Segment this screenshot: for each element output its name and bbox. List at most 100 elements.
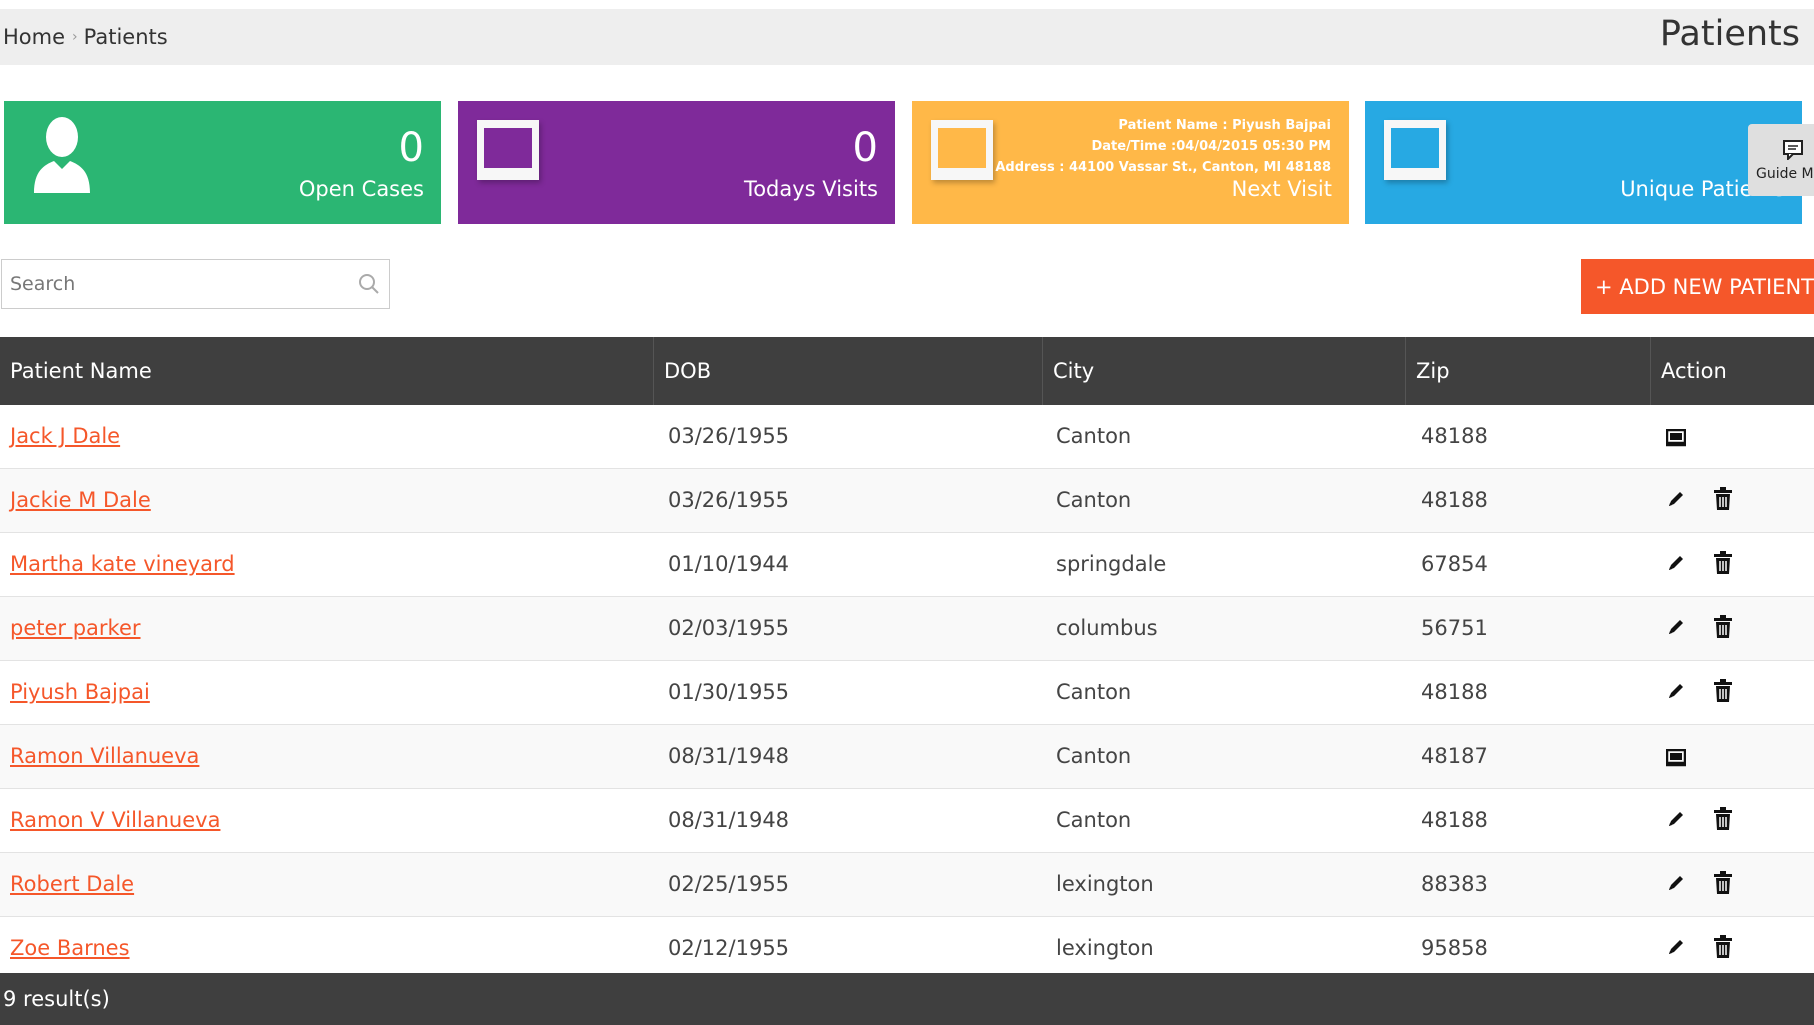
city-cell: Canton: [1056, 680, 1132, 704]
zip-cell: 48188: [1421, 424, 1488, 448]
column-header-action: Action: [1661, 359, 1727, 383]
dob-cell: 02/25/1955: [668, 872, 790, 896]
patient-name-link[interactable]: Jack J Dale: [10, 424, 121, 448]
pencil-icon[interactable]: [1666, 873, 1686, 898]
page-title: Patients: [1659, 14, 1800, 54]
pencil-icon[interactable]: [1666, 553, 1686, 578]
zip-cell: 67854: [1421, 552, 1488, 576]
table-row: peter parker 02/03/1955 columbus 56751: [0, 597, 1814, 661]
city-cell: Canton: [1056, 488, 1132, 512]
trash-icon[interactable]: [1712, 935, 1734, 964]
city-cell: Canton: [1056, 808, 1132, 832]
patient-name-link[interactable]: peter parker: [10, 616, 141, 640]
add-new-patient-button[interactable]: + ADD NEW PATIENT: [1581, 259, 1814, 314]
table-row: Jack J Dale 03/26/1955 Canton 48188: [0, 405, 1814, 469]
patient-name-link[interactable]: Ramon V Villanueva: [10, 808, 221, 832]
patient-name-cell: Zoe Barnes: [10, 917, 130, 980]
table-row: Ramon Villanueva 08/31/1948 Canton 48187: [0, 725, 1814, 789]
dob-cell: 01/10/1944: [668, 552, 790, 576]
user-icon: [34, 117, 90, 193]
column-header-zip[interactable]: Zip: [1406, 337, 1651, 405]
patient-name-link[interactable]: Ramon Villanueva: [10, 744, 200, 768]
next-visit-label: Next Visit: [1231, 177, 1332, 201]
city-cell: Canton: [1056, 744, 1132, 768]
trash-icon[interactable]: [1712, 551, 1734, 580]
search-box: [1, 259, 390, 309]
dob-cell: 02/12/1955: [668, 936, 790, 960]
zip-cell: 48188: [1421, 808, 1488, 832]
todays-visits-tile[interactable]: 0 Todays Visits: [458, 101, 895, 224]
patient-name-link[interactable]: Jackie M Dale: [10, 488, 151, 512]
city-cell: Canton: [1056, 424, 1132, 448]
table-header: Patient Name DOB City Zip Action: [0, 337, 1814, 405]
next-visit-datetime: Date/Time :04/04/2015 05:30 PM: [1091, 139, 1331, 154]
todays-visits-label: Todays Visits: [743, 177, 878, 201]
dob-cell: 08/31/1948: [668, 744, 790, 768]
patient-name-cell: peter parker: [10, 597, 141, 660]
open-cases-count: 0: [398, 125, 424, 171]
pencil-icon[interactable]: [1666, 617, 1686, 642]
zip-cell: 48188: [1421, 488, 1488, 512]
todays-visits-count: 0: [852, 125, 878, 171]
next-visit-address: Address : 44100 Vassar St., Canton, MI 4…: [995, 160, 1331, 175]
trash-icon[interactable]: [1712, 871, 1734, 900]
table-body: Jack J Dale 03/26/1955 Canton 48188 Jackie M…: [0, 405, 1814, 981]
trash-icon[interactable]: [1712, 679, 1734, 708]
patient-name-cell: Jack J Dale: [10, 405, 120, 468]
zip-cell: 88383: [1421, 872, 1488, 896]
patient-name-cell: Piyush Bajpai: [10, 661, 150, 724]
zip-cell: 48188: [1421, 680, 1488, 704]
breadcrumb-separator-icon: ›: [72, 29, 78, 45]
trash-icon[interactable]: [1712, 487, 1734, 516]
table-row: Ramon V Villanueva 08/31/1948 Canton 48188: [0, 789, 1814, 853]
breadcrumb: Home › Patients: [3, 25, 168, 49]
breadcrumb-current: Patients: [83, 25, 168, 49]
patient-name-link[interactable]: Martha kate vineyard: [10, 552, 235, 576]
column-header-patient-name[interactable]: Patient Name: [0, 337, 654, 405]
open-cases-tile[interactable]: 0 Open Cases: [4, 101, 441, 224]
patient-name-cell: Martha kate vineyard: [10, 533, 235, 596]
patient-name-cell: Ramon V Villanueva: [10, 789, 220, 852]
image-frame-icon: [1384, 120, 1446, 180]
column-header-dob[interactable]: DOB: [654, 337, 1043, 405]
patient-name-link[interactable]: Zoe Barnes: [10, 936, 130, 960]
dob-cell: 01/30/1955: [668, 680, 790, 704]
trash-icon[interactable]: [1712, 615, 1734, 644]
patient-name-cell: Robert Dale: [10, 853, 134, 916]
next-visit-details: Patient Name : Piyush Bajpai Date/Time :…: [995, 115, 1331, 178]
next-visit-tile[interactable]: Patient Name : Piyush Bajpai Date/Time :…: [912, 101, 1349, 224]
breadcrumb-home-link[interactable]: Home: [3, 25, 66, 49]
column-header-city[interactable]: City: [1043, 337, 1406, 405]
search-input[interactable]: [8, 260, 352, 308]
image-frame-icon: [477, 120, 539, 180]
pencil-icon[interactable]: [1666, 937, 1686, 962]
patients-table: Patient Name DOB City Zip Action Jack J …: [0, 337, 1814, 981]
table-row: Jackie M Dale 03/26/1955 Canton 48188: [0, 469, 1814, 533]
patient-name-cell: Ramon Villanueva: [10, 725, 199, 788]
table-row: Piyush Bajpai 01/30/1955 Canton 48188: [0, 661, 1814, 725]
city-cell: lexington: [1056, 936, 1154, 960]
unique-patients-tile[interactable]: 7 Unique Patients: [1365, 101, 1802, 224]
pencil-icon[interactable]: [1666, 489, 1686, 514]
add-new-patient-label: + ADD NEW PATIENT: [1595, 274, 1814, 299]
trash-icon[interactable]: [1712, 807, 1734, 836]
open-cases-label: Open Cases: [298, 177, 424, 201]
city-cell: springdale: [1056, 552, 1167, 576]
monitor-icon[interactable]: [1665, 428, 1687, 452]
dob-cell: 03/26/1955: [668, 488, 790, 512]
table-footer: 9 result(s): [0, 973, 1814, 1025]
pencil-icon[interactable]: [1666, 681, 1686, 706]
guide-me-button[interactable]: Guide Me: [1748, 124, 1814, 196]
pencil-icon[interactable]: [1666, 809, 1686, 834]
patient-name-link[interactable]: Piyush Bajpai: [10, 680, 150, 704]
image-frame-icon: [931, 120, 993, 180]
monitor-icon[interactable]: [1665, 748, 1687, 772]
dob-cell: 02/03/1955: [668, 616, 790, 640]
city-cell: columbus: [1056, 616, 1158, 640]
zip-cell: 48187: [1421, 744, 1488, 768]
search-icon[interactable]: [357, 272, 381, 296]
patient-name-link[interactable]: Robert Dale: [10, 872, 135, 896]
next-visit-patient: Patient Name : Piyush Bajpai: [1118, 118, 1331, 133]
guide-me-label: Guide Me: [1756, 166, 1814, 182]
city-cell: lexington: [1056, 872, 1154, 896]
